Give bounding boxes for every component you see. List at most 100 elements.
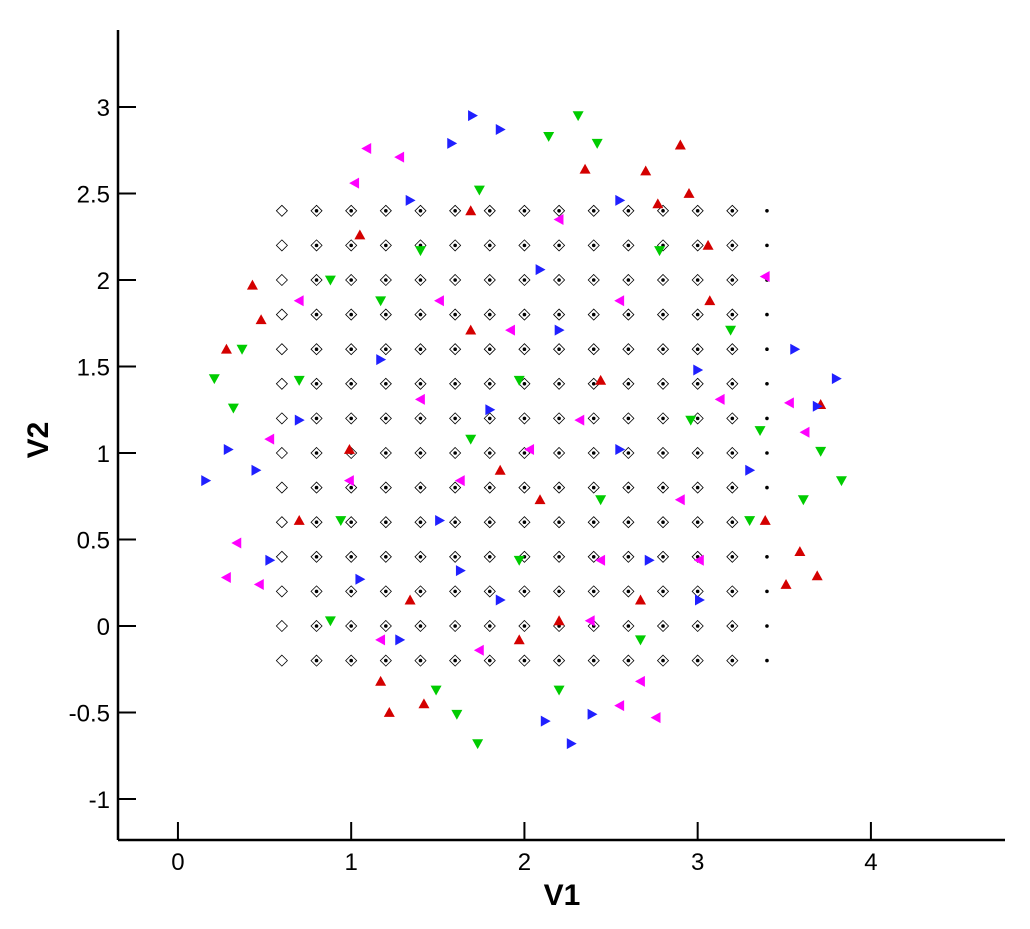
point xyxy=(275,550,288,563)
point xyxy=(626,347,631,351)
point xyxy=(661,381,665,386)
point xyxy=(634,675,645,687)
point xyxy=(201,475,212,487)
point xyxy=(626,589,631,594)
point xyxy=(453,312,457,317)
point xyxy=(251,464,262,476)
point xyxy=(540,715,551,727)
point xyxy=(345,654,358,667)
point xyxy=(349,624,353,628)
point xyxy=(349,278,353,282)
point xyxy=(379,308,392,321)
point xyxy=(626,554,631,559)
point xyxy=(453,658,457,663)
point xyxy=(553,412,566,425)
point xyxy=(449,481,462,494)
point xyxy=(275,273,288,287)
point xyxy=(345,412,358,425)
point xyxy=(695,381,700,386)
point xyxy=(518,273,531,287)
point xyxy=(384,278,388,282)
point xyxy=(695,243,700,248)
point xyxy=(345,308,358,321)
point xyxy=(587,585,600,598)
point xyxy=(505,324,515,336)
point xyxy=(495,594,506,606)
point xyxy=(535,264,546,276)
point xyxy=(695,208,700,213)
point xyxy=(453,485,457,490)
point xyxy=(379,516,392,529)
point xyxy=(379,619,392,633)
point xyxy=(759,271,770,283)
point xyxy=(314,485,319,490)
point xyxy=(591,138,603,149)
point xyxy=(661,347,665,351)
point xyxy=(557,312,561,317)
point xyxy=(730,554,735,559)
point xyxy=(236,344,248,355)
point xyxy=(345,585,358,598)
point xyxy=(726,308,739,321)
point xyxy=(614,700,625,712)
point xyxy=(275,446,288,460)
point xyxy=(418,381,423,386)
y-tick-label: 0.5 xyxy=(77,527,110,554)
point xyxy=(794,546,806,557)
point xyxy=(744,516,756,526)
point xyxy=(553,685,565,696)
point xyxy=(726,481,739,494)
point xyxy=(691,619,704,633)
point xyxy=(587,273,600,287)
point xyxy=(553,615,565,626)
point xyxy=(835,476,847,487)
point xyxy=(513,375,525,386)
point xyxy=(622,619,635,633)
point xyxy=(595,374,607,385)
point xyxy=(553,446,566,460)
y-tick-label: 3 xyxy=(97,95,110,122)
point xyxy=(591,312,596,317)
point xyxy=(626,381,631,386)
point xyxy=(379,343,392,356)
point xyxy=(487,381,492,386)
point xyxy=(314,451,319,455)
point xyxy=(345,516,358,529)
point xyxy=(730,312,735,317)
point xyxy=(451,709,463,720)
point xyxy=(384,416,388,421)
point xyxy=(518,619,531,633)
point xyxy=(405,194,416,206)
point xyxy=(310,343,323,356)
point xyxy=(765,485,769,490)
point xyxy=(418,520,423,524)
point xyxy=(554,324,565,336)
point xyxy=(695,416,700,421)
point xyxy=(553,239,566,252)
point xyxy=(379,550,392,563)
point xyxy=(765,589,769,594)
point xyxy=(691,308,704,321)
point xyxy=(310,204,323,217)
point xyxy=(414,343,427,356)
point xyxy=(587,308,600,321)
point xyxy=(553,273,566,287)
point xyxy=(379,446,392,460)
point xyxy=(652,198,664,209)
point xyxy=(414,481,427,494)
point xyxy=(522,624,527,628)
point xyxy=(453,208,457,213)
point xyxy=(468,110,478,122)
point xyxy=(780,578,792,589)
point xyxy=(483,412,496,425)
point xyxy=(310,273,323,287)
point xyxy=(656,308,670,321)
point xyxy=(522,208,527,213)
point xyxy=(384,624,388,628)
point xyxy=(264,433,275,445)
point xyxy=(449,619,462,633)
point xyxy=(343,475,354,487)
point xyxy=(656,585,670,598)
point xyxy=(634,594,646,605)
point xyxy=(765,347,769,351)
